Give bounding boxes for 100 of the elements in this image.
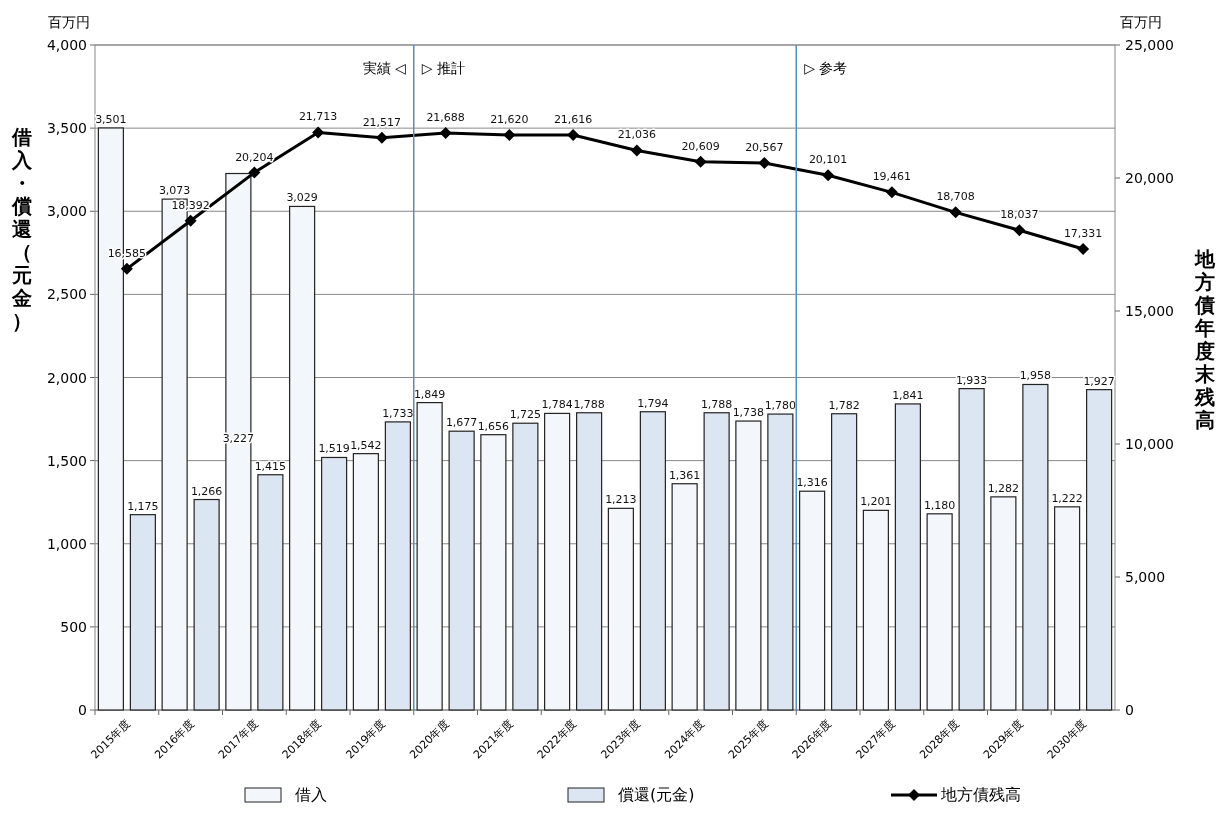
data-label: 17,331 [1063,227,1103,240]
bar [703,412,730,711]
y-tick-label: 2,000 [46,369,87,386]
data-label: 1,725 [509,408,542,422]
data-label: 1,933 [955,373,988,387]
bar [671,483,698,711]
y-tick-label: 3,500 [46,120,87,137]
data-label: 1,788 [573,397,605,411]
point [312,126,325,139]
text: 百万円 [1120,14,1162,30]
data-label: 1,788 [700,397,733,411]
bar [193,498,220,711]
bar [416,402,443,711]
y-tick-label: 0 [78,702,87,718]
data-label: 1,794 [637,396,669,410]
text: 百万円 [48,14,90,30]
bar [480,434,507,711]
data-label: 21,620 [490,112,529,126]
bar [831,413,858,711]
bar [894,403,921,711]
y-tick-label: 3,000 [46,203,87,220]
data-label: 1,733 [382,406,414,420]
point [885,186,898,199]
data-label: 1,213 [605,493,637,507]
bar [958,388,985,711]
point [949,206,962,219]
data-label: 1,780 [764,399,797,413]
point [375,131,388,144]
data-label: 21,616 [553,113,593,127]
data-label: 1,784 [541,398,573,412]
data-label: 3,073 [158,184,191,198]
point [630,144,643,157]
data-label: 1,927 [1083,374,1115,388]
point [184,214,197,227]
data-label: 1,361 [668,468,701,482]
bar [321,456,348,711]
data-label: 21,036 [617,128,657,142]
bar [448,430,475,711]
data-label: 1,656 [477,419,510,433]
point [567,129,580,142]
y2-tick-label: 20,000 [1125,170,1174,186]
legend-label: 償還(元金) [618,785,695,804]
data-label: 1,415 [254,459,287,473]
y2-tick-label: 5,000 [1125,569,1166,585]
bar [289,205,316,711]
data-label: 1,175 [127,499,159,513]
data-label: 1,180 [923,498,956,512]
annotation: ▷ 参考 [804,60,848,76]
bar [799,490,826,711]
y-tick-label: 1,000 [46,535,87,552]
data-label: 1,849 [413,387,446,401]
bar [1022,383,1049,711]
data-label: 20,204 [235,150,274,164]
bar [767,413,794,711]
data-label: 1,316 [796,476,828,490]
data-label: 1,519 [318,442,350,456]
data-label: 1,222 [1051,491,1083,505]
bar [926,513,953,711]
y2-tick-label: 10,000 [1125,436,1174,452]
y2-tick-label: 15,000 [1125,303,1174,319]
bar [257,474,284,711]
data-label: 1,782 [828,398,860,412]
bar [735,420,762,711]
y-tick-label: 2,500 [46,286,87,303]
point [758,156,771,169]
data-label: 20,567 [745,140,784,154]
bar [1086,389,1113,711]
bar [576,412,603,711]
data-label: 21,517 [362,115,402,129]
data-label: 1,841 [892,388,924,402]
legend-label: 借入 [295,785,327,804]
bar [639,411,666,711]
data-label: 1,542 [350,438,382,452]
bar [352,453,379,711]
data-label: 20,101 [808,153,848,167]
point [694,155,707,168]
data-label: 19,461 [872,170,912,184]
bar [1054,506,1081,711]
y-tick-label: 4,000 [46,37,87,53]
data-label: 1,201 [860,495,892,509]
point [503,128,516,141]
y2-axis-title: 地方債年度末残高 [1194,246,1216,432]
data-label: 18,037 [1000,208,1039,222]
bar [225,172,252,711]
data-label: 3,029 [286,191,318,205]
bar [862,509,889,711]
point [822,169,835,182]
bar [607,507,634,711]
point [248,166,261,179]
data-label: 21,688 [426,111,465,125]
data-label: 18,708 [936,190,975,204]
bar [990,496,1017,711]
annotation: ▷ 推計 [421,60,465,76]
bar [544,412,571,711]
data-label: 1,266 [190,484,223,498]
point [1013,224,1026,237]
y2-tick-label: 25,000 [1125,37,1174,53]
point [120,262,133,275]
data-label: 1,958 [1019,369,1052,383]
data-label: 21,713 [298,110,338,124]
